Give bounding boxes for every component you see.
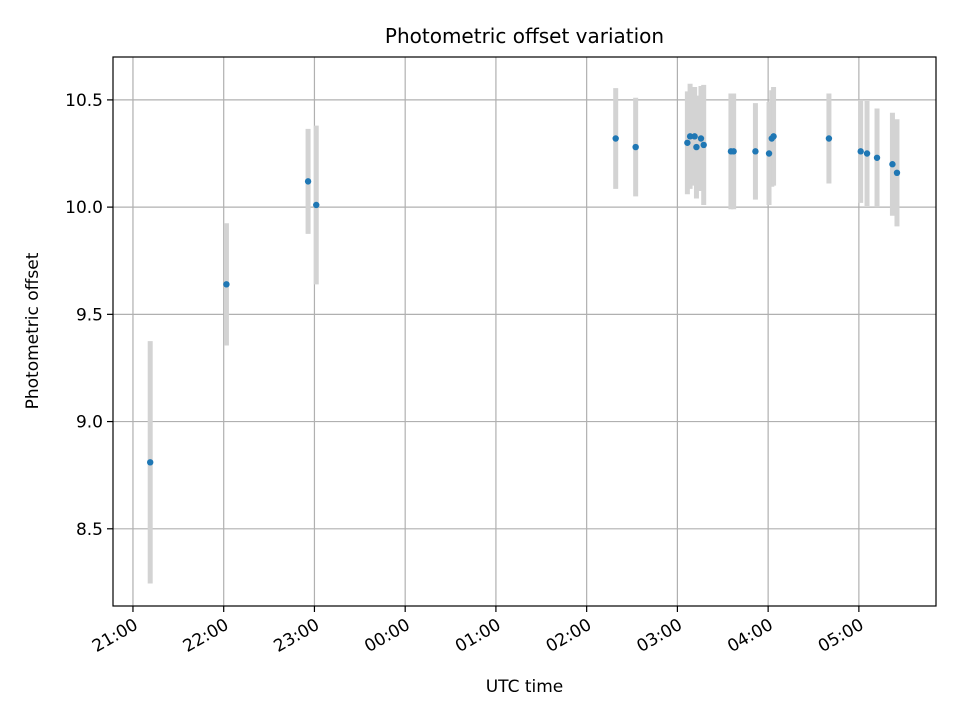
- data-point: [873, 154, 881, 161]
- y-tick-label: 9.0: [76, 413, 103, 433]
- data-point: [686, 133, 694, 140]
- y-axis-title: Photometric offset: [23, 252, 43, 409]
- data-point: [223, 281, 230, 288]
- data-point: [304, 178, 312, 185]
- data-point: [313, 201, 320, 209]
- data-point: [684, 139, 691, 146]
- data-point: [730, 148, 737, 155]
- plot-frame: [112, 56, 937, 607]
- data-point: [863, 150, 871, 157]
- data-point: [612, 135, 619, 142]
- data-point: [765, 150, 773, 157]
- data-points: [147, 133, 901, 466]
- y-tick-label: 10.0: [65, 198, 103, 218]
- y-axis-ticks: 8.5 9.0 9.5 10.0 10.5: [65, 91, 113, 540]
- x-axis-title: UTC time: [486, 677, 564, 697]
- data-point: [632, 143, 639, 151]
- y-tick-label: 10.5: [65, 91, 103, 111]
- data-point: [700, 141, 707, 149]
- data-point: [770, 133, 777, 140]
- y-tick-label: 9.5: [76, 305, 103, 325]
- data-point: [825, 135, 833, 142]
- y-tick-label: 8.5: [76, 520, 103, 540]
- chart-title: Photometric offset variation: [385, 24, 664, 48]
- data-point: [893, 169, 901, 177]
- data-point: [691, 133, 698, 140]
- data-point: [697, 135, 705, 142]
- data-point: [147, 459, 154, 466]
- data-point: [889, 161, 896, 168]
- grid-lines: [113, 57, 936, 606]
- data-point: [857, 148, 864, 155]
- data-point: [752, 148, 759, 155]
- data-point: [693, 143, 700, 151]
